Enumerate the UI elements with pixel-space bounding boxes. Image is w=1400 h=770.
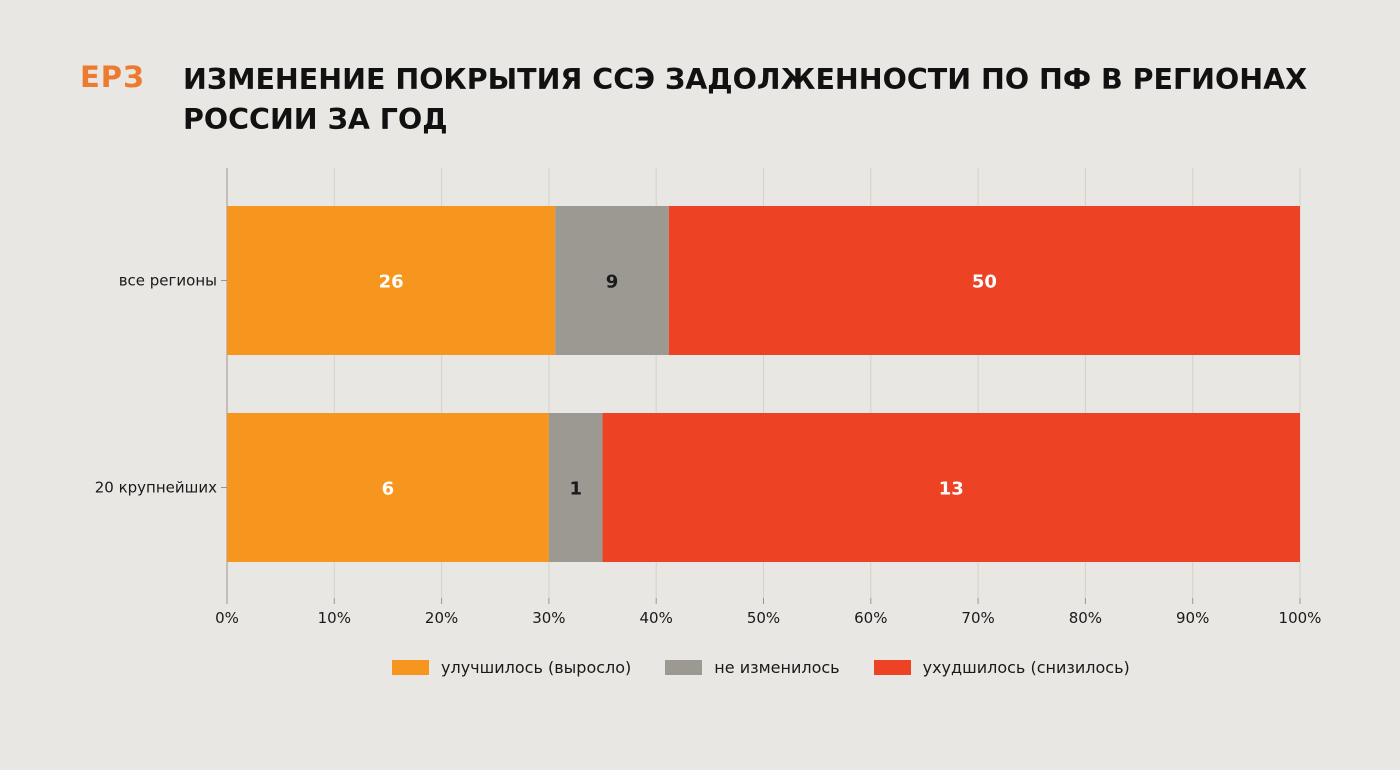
legend-swatch-unchanged	[665, 660, 703, 675]
x-tick-label: 20%	[425, 609, 458, 627]
x-tick-label: 0%	[215, 609, 239, 627]
legend-label-improved: улучшилось (выросло)	[441, 658, 632, 677]
title-line-1: ИЗМЕНЕНИЕ ПОКРЫТИЯ ССЭ ЗАДОЛЖЕННОСТИ ПО …	[183, 63, 1308, 96]
brand-logo: ЕРЗ	[80, 60, 145, 94]
x-tick-label: 60%	[854, 609, 887, 627]
bar-segment-unchanged	[548, 413, 603, 562]
bar-segment-unchanged	[555, 206, 669, 355]
bar-segment-improved	[227, 206, 556, 355]
legend-swatch-worsened	[873, 660, 911, 675]
x-tick-label: 30%	[532, 609, 565, 627]
x-tick-label: 70%	[961, 609, 994, 627]
x-tick-label: 40%	[640, 609, 673, 627]
stacked-bar-chart: 0% 10% 20% 30% 40% 50% 60% 70% 80% 90% 100% все рег…	[95, 168, 1322, 627]
category-label: 20 крупнейших	[95, 479, 217, 497]
x-tick-label: 80%	[1069, 609, 1102, 627]
legend-label-worsened: ухудшилось (снизилось)	[922, 658, 1130, 677]
x-tick-label: 50%	[747, 609, 780, 627]
legend-item-unchanged: не изменилось	[665, 658, 840, 677]
chart-legend: улучшилось (выросло) не изменилось ухудш…	[392, 658, 1164, 677]
category-label: все регионы	[119, 272, 217, 290]
bar-segment-worsened	[602, 413, 1300, 562]
x-tick-label: 90%	[1176, 609, 1209, 627]
legend-item-worsened: ухудшилось (снизилось)	[873, 658, 1130, 677]
title-line-2: РОССИИ ЗА ГОД	[183, 103, 448, 136]
data-label-improved: 6	[382, 479, 395, 500]
data-label-worsened: 50	[972, 272, 997, 293]
legend-label-unchanged: не изменилось	[714, 658, 840, 677]
data-label-worsened: 13	[939, 479, 964, 500]
data-label-improved: 26	[379, 272, 404, 293]
bar-segment-improved	[227, 413, 549, 562]
x-tick-label: 10%	[318, 609, 351, 627]
chart-title: ИЗМЕНЕНИЕ ПОКРЫТИЯ ССЭ ЗАДОЛЖЕННОСТИ ПО …	[183, 60, 1333, 140]
data-label-unchanged: 9	[606, 272, 619, 293]
legend-item-improved: улучшилось (выросло)	[392, 658, 631, 677]
x-tick-label: 100%	[1279, 609, 1322, 627]
legend-swatch-improved	[392, 660, 429, 675]
bar-segment-worsened	[668, 206, 1300, 355]
data-label-unchanged: 1	[569, 479, 582, 500]
